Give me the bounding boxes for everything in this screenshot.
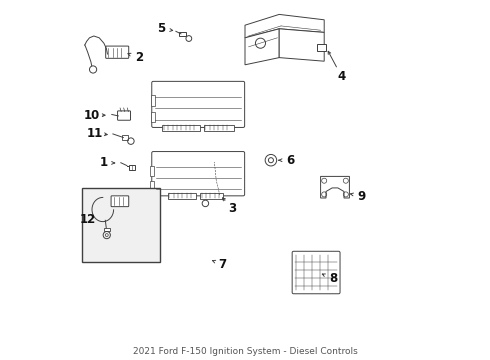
Bar (162, 125, 200, 131)
Bar (179, 32, 186, 36)
Bar (151, 95, 155, 106)
Bar (129, 165, 135, 170)
FancyBboxPatch shape (292, 251, 340, 294)
Text: 1: 1 (100, 156, 108, 169)
Bar (122, 135, 128, 140)
Polygon shape (320, 176, 349, 198)
Text: 8: 8 (329, 273, 337, 285)
Bar (204, 125, 234, 131)
Bar (317, 44, 326, 51)
Text: 2021 Ford F-150 Ignition System - Diesel Controls: 2021 Ford F-150 Ignition System - Diesel… (133, 346, 357, 356)
FancyBboxPatch shape (106, 46, 129, 58)
Bar (104, 228, 110, 231)
FancyBboxPatch shape (81, 188, 160, 262)
Polygon shape (279, 29, 324, 61)
Text: 3: 3 (228, 202, 237, 215)
Bar (151, 112, 155, 122)
Bar (200, 193, 223, 199)
FancyBboxPatch shape (152, 152, 245, 196)
Text: 2: 2 (135, 51, 143, 64)
FancyBboxPatch shape (152, 81, 245, 127)
Bar (149, 181, 154, 192)
Text: 10: 10 (84, 109, 100, 122)
Text: 5: 5 (157, 22, 166, 35)
Text: 11: 11 (86, 127, 102, 140)
Text: 12: 12 (79, 213, 96, 226)
Polygon shape (245, 29, 279, 65)
Text: 7: 7 (219, 258, 227, 271)
Polygon shape (245, 14, 324, 38)
Bar (149, 166, 154, 176)
Text: 4: 4 (337, 70, 345, 83)
Text: 9: 9 (358, 190, 366, 203)
Bar (168, 193, 196, 199)
FancyBboxPatch shape (111, 196, 129, 207)
Text: 6: 6 (286, 154, 294, 167)
FancyBboxPatch shape (118, 111, 130, 120)
